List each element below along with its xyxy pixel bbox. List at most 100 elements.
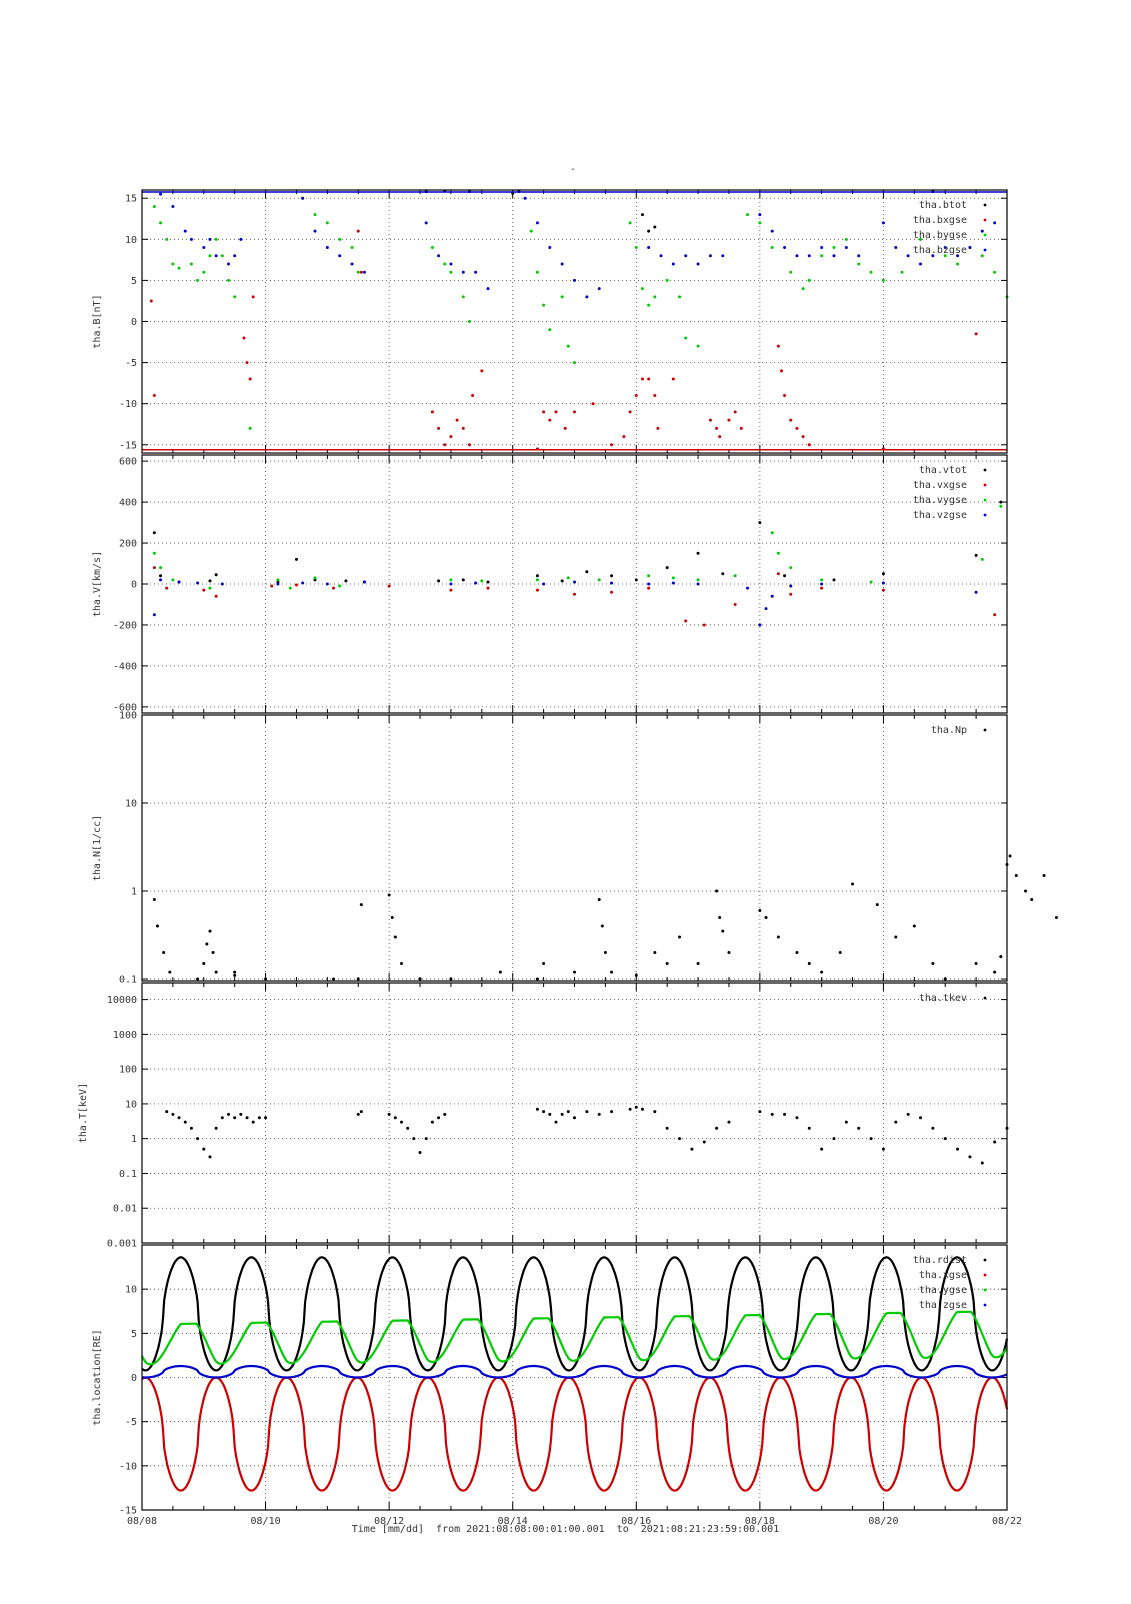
- data-point: [400, 962, 403, 966]
- data-point: [205, 942, 209, 946]
- data-point: [779, 369, 783, 373]
- data-point: [696, 962, 700, 966]
- data-point: [542, 410, 546, 414]
- data-point: [202, 270, 206, 274]
- panel-frame: [141, 982, 1008, 1244]
- data-point: [573, 970, 576, 974]
- data-point: [838, 951, 842, 955]
- legend-label: tha.xgse: [919, 1270, 967, 1281]
- data-point: [999, 955, 1003, 959]
- data-point: [332, 977, 336, 981]
- x-axis-title: Time [mm/dd] from 2021:08:08:00:01:00.00…: [351, 1524, 780, 1535]
- data-point: [820, 970, 824, 974]
- data-point: [999, 504, 1003, 508]
- y-tick-label: -10: [119, 399, 137, 410]
- data-point: [171, 1112, 175, 1116]
- data-point: [474, 270, 478, 274]
- data-point: [208, 929, 212, 933]
- y-tick-label: -200: [113, 620, 137, 631]
- data-point: [467, 320, 471, 323]
- data-point: [659, 254, 663, 258]
- data-point: [894, 1120, 898, 1124]
- data-point: [159, 566, 163, 570]
- series-line-rdist: [141, 1256, 1009, 1372]
- data-point: [776, 344, 780, 348]
- data-point: [943, 977, 947, 981]
- data-point: [563, 426, 567, 430]
- data-point: [313, 213, 317, 217]
- x-tick-label: 08/14: [498, 1516, 528, 1527]
- data-point: [727, 951, 731, 955]
- data-point: [881, 1147, 885, 1151]
- legend-marker: [983, 996, 987, 1000]
- data-point: [418, 977, 422, 981]
- data-point: [288, 586, 292, 590]
- data-point: [869, 580, 873, 584]
- data-point: [350, 246, 354, 250]
- data-point: [1014, 874, 1018, 878]
- data-point: [628, 1107, 632, 1111]
- data-point: [387, 584, 391, 588]
- data-point: [480, 579, 484, 583]
- data-point: [443, 262, 447, 266]
- legend-label: tha.vxgse: [913, 480, 967, 491]
- data-point: [671, 581, 675, 585]
- data-point: [233, 970, 237, 974]
- data-point: [177, 1116, 181, 1120]
- data-point: [801, 287, 805, 291]
- legend-label: tha.vzgse: [913, 510, 967, 521]
- data-point: [471, 393, 475, 397]
- data-point: [486, 287, 490, 291]
- data-point: [356, 977, 360, 981]
- data-point: [647, 246, 651, 250]
- data-point: [974, 590, 978, 594]
- data-point: [881, 572, 885, 576]
- data-point: [208, 1155, 212, 1159]
- data-point: [214, 237, 218, 241]
- data-point: [362, 580, 366, 584]
- data-point: [993, 613, 997, 617]
- data-point: [387, 1112, 391, 1116]
- data-point: [610, 574, 614, 578]
- data-point: [857, 1126, 861, 1130]
- data-point: [270, 584, 274, 588]
- data-point: [406, 1126, 410, 1130]
- data-point: [770, 1112, 774, 1116]
- legend-marker: [983, 233, 987, 237]
- data-point: [585, 295, 589, 299]
- y-tick-label: -400: [113, 661, 137, 672]
- data-point: [647, 303, 651, 307]
- data-point: [196, 278, 200, 282]
- y-axis-label: tha.V[km/s]: [92, 551, 103, 617]
- legend-label: tha.vtot: [919, 465, 967, 476]
- data-point: [807, 443, 811, 447]
- data-point: [248, 426, 252, 430]
- data-point: [461, 426, 465, 430]
- data-point: [171, 262, 175, 266]
- data-point: [208, 579, 212, 583]
- data-point: [437, 426, 441, 430]
- y-tick-label: 0.001: [107, 1239, 137, 1250]
- data-point: [1030, 898, 1034, 902]
- data-point: [789, 584, 793, 588]
- data-point: [857, 262, 861, 266]
- data-point: [338, 254, 342, 258]
- data-point: [338, 237, 342, 241]
- data-point: [764, 916, 768, 920]
- data-point: [542, 582, 546, 586]
- data-point: [628, 410, 632, 414]
- data-point: [437, 579, 441, 583]
- data-point: [783, 574, 787, 578]
- data-point: [844, 246, 848, 250]
- y-axis-label: tha.location[RE]: [92, 1329, 103, 1425]
- data-point: [220, 582, 224, 586]
- data-point: [152, 566, 156, 570]
- data-point: [943, 246, 947, 250]
- data-point: [214, 970, 218, 974]
- data-point: [678, 295, 682, 299]
- data-point: [535, 977, 539, 981]
- data-point: [671, 262, 675, 266]
- data-point: [832, 246, 836, 250]
- data-point: [535, 588, 539, 592]
